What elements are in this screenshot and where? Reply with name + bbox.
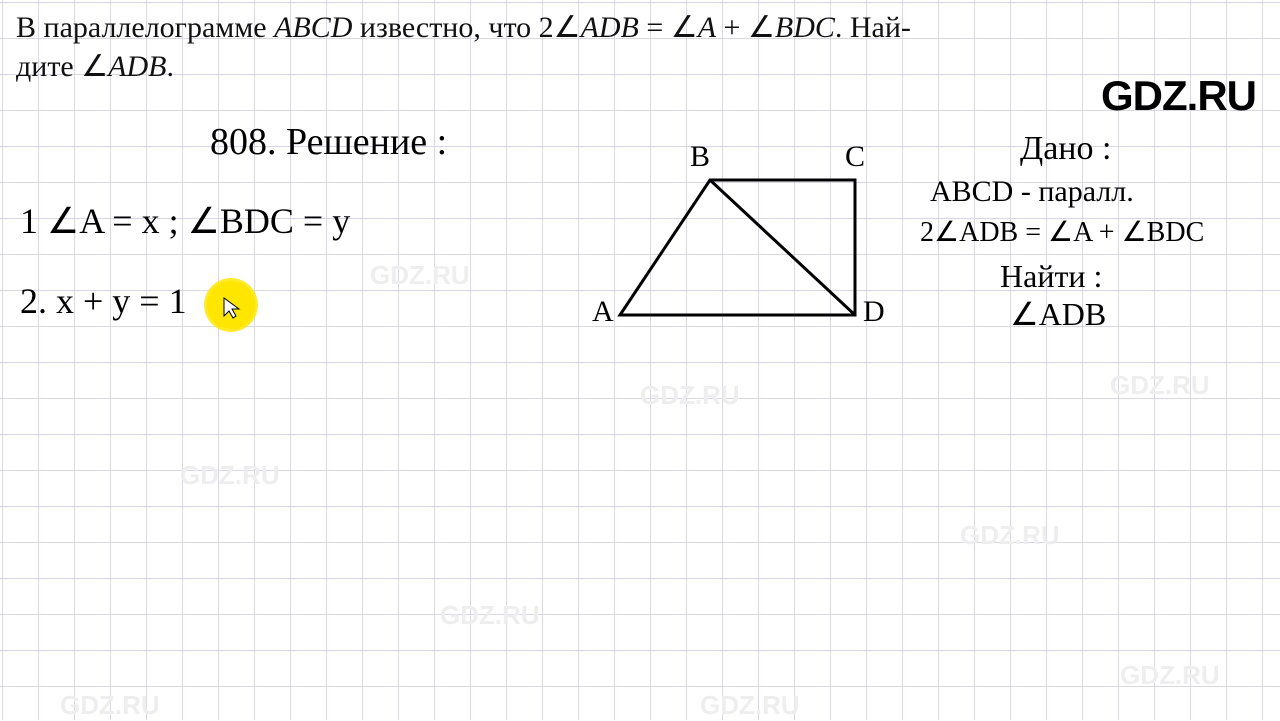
- problem-adb2: ADB: [108, 50, 166, 83]
- problem-text: В параллелограмме: [16, 11, 274, 44]
- problem-abcd: ABCD: [274, 11, 352, 44]
- problem-statement: В параллелограмме ABCD известно, что 2∠A…: [16, 8, 956, 86]
- given-title: Дано :: [1020, 130, 1111, 168]
- solution-title: 808. Решение :: [210, 120, 447, 164]
- vertex-label-d: D: [863, 295, 885, 329]
- problem-adb: ADB: [581, 11, 639, 44]
- vertex-label-c: C: [845, 140, 865, 174]
- problem-text: . Най-: [835, 11, 911, 44]
- problem-text: дите ∠: [16, 50, 108, 83]
- grid-background: [0, 0, 1280, 720]
- solution-step1: 1 ∠A = x ; ∠BDC = y: [20, 200, 350, 242]
- solution-step2: 2. x + y = 1: [20, 280, 187, 322]
- find-value: ∠ADB: [1010, 295, 1106, 333]
- given-line1: ABCD - паралл.: [930, 175, 1134, 209]
- problem-text: .: [166, 50, 174, 83]
- problem-bdc: BDC: [775, 11, 835, 44]
- given-line2: 2∠ADB = ∠A + ∠BDC: [920, 215, 1204, 249]
- vertex-label-b: B: [690, 140, 710, 174]
- problem-text: известно, что 2∠: [352, 11, 580, 44]
- problem-text: + ∠: [716, 11, 775, 44]
- cursor-icon: [222, 296, 242, 320]
- problem-text: = ∠: [639, 11, 698, 44]
- site-logo: GDZ.RU: [1101, 72, 1256, 120]
- problem-a: A: [698, 11, 716, 44]
- vertex-label-a: A: [592, 295, 614, 329]
- find-label: Найти :: [1000, 258, 1102, 295]
